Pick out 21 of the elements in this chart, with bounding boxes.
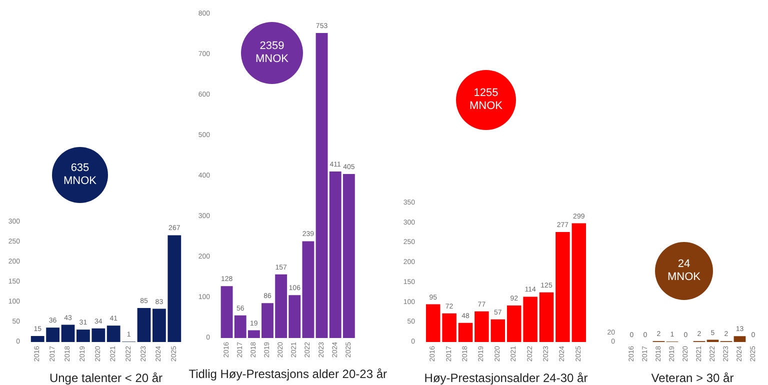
bar — [137, 308, 151, 342]
bar — [539, 292, 554, 342]
bar — [506, 305, 522, 342]
x-axis-title: Unge talenter < 20 år — [49, 371, 163, 385]
bar — [316, 33, 328, 338]
annotation: 2359 MNOK — [254, 40, 290, 66]
bar — [523, 296, 538, 342]
bar — [458, 322, 473, 342]
bar — [61, 324, 75, 342]
bar — [442, 313, 456, 342]
bar — [474, 311, 489, 342]
x-axis-title: Veteran > 30 år — [651, 371, 734, 385]
text: 635 MNOK — [62, 162, 98, 188]
bar — [490, 319, 506, 342]
text: 1255 MNOK — [468, 87, 504, 113]
x-axis-title: Tidlig Høy-Prestasjons alder 20-23 år — [188, 367, 388, 381]
bar — [556, 232, 570, 342]
x-axis-title: Høy-Prestasjonsalder 24-30 år — [424, 371, 588, 385]
text: 24 MNOK — [666, 258, 702, 284]
bar — [426, 304, 440, 342]
bar — [572, 223, 586, 342]
